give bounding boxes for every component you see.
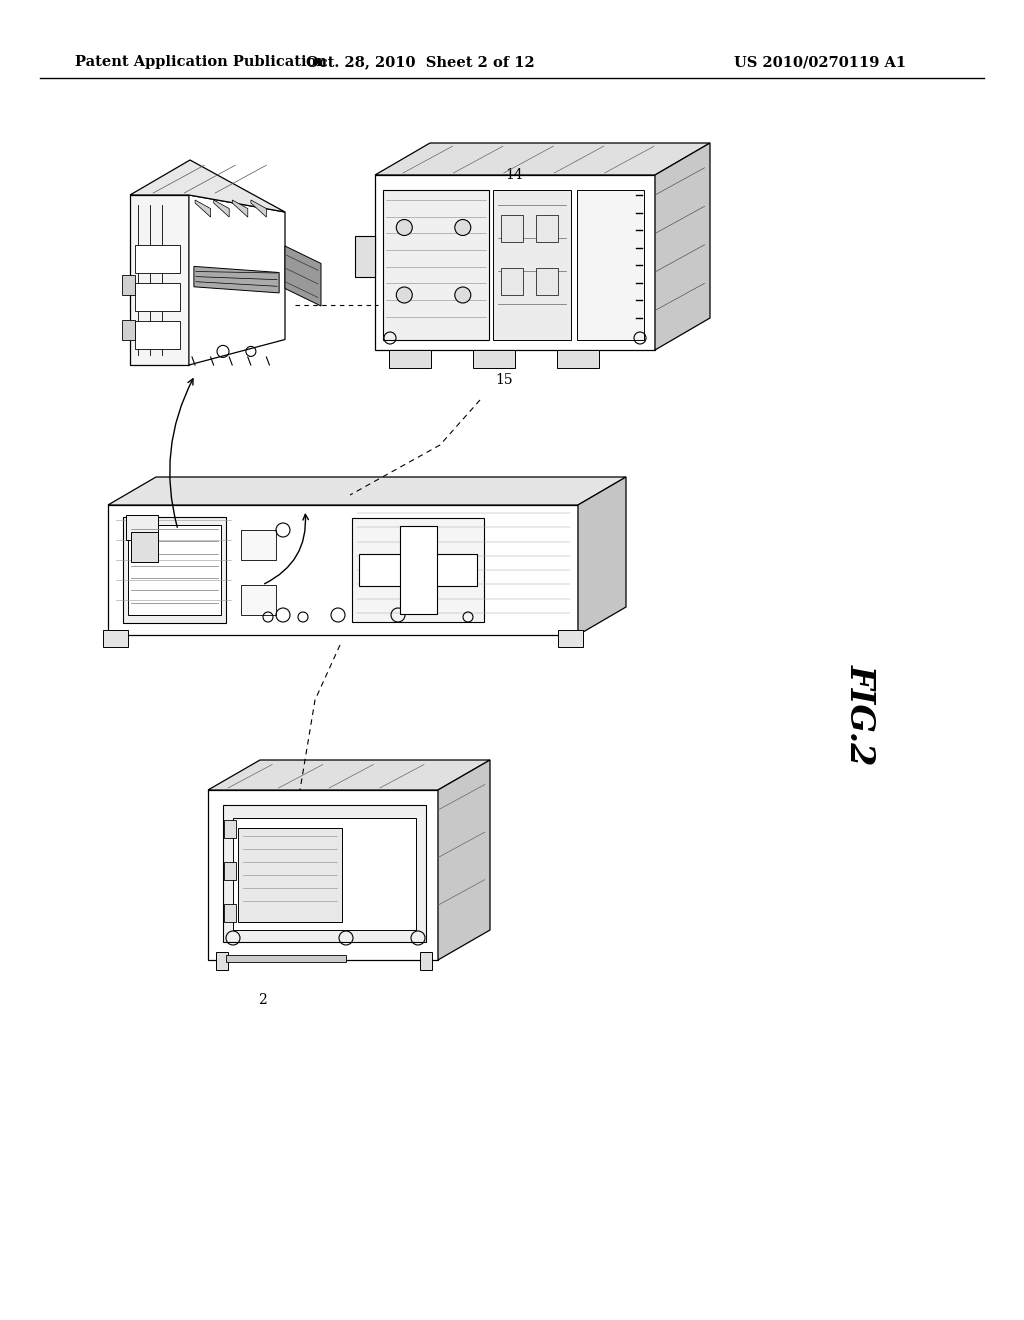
Polygon shape (558, 630, 583, 647)
Polygon shape (375, 176, 655, 350)
Text: 1: 1 (245, 593, 254, 607)
Polygon shape (536, 268, 558, 294)
Polygon shape (233, 818, 416, 931)
Polygon shape (359, 554, 477, 586)
Polygon shape (208, 789, 438, 960)
Polygon shape (238, 828, 341, 921)
Polygon shape (420, 952, 432, 970)
Text: 14: 14 (505, 168, 522, 182)
Polygon shape (226, 954, 346, 962)
Circle shape (396, 286, 413, 304)
Polygon shape (108, 506, 578, 635)
Polygon shape (655, 143, 710, 350)
Polygon shape (224, 820, 236, 838)
Polygon shape (128, 525, 221, 615)
Polygon shape (536, 215, 558, 242)
Polygon shape (355, 236, 375, 276)
Polygon shape (578, 477, 626, 635)
Polygon shape (135, 321, 179, 348)
Polygon shape (122, 275, 135, 294)
Polygon shape (131, 532, 158, 562)
Polygon shape (216, 952, 228, 970)
Polygon shape (438, 760, 490, 960)
Polygon shape (375, 143, 710, 176)
Circle shape (455, 219, 471, 235)
Polygon shape (577, 190, 644, 341)
Polygon shape (501, 215, 522, 242)
Polygon shape (399, 527, 436, 614)
Circle shape (396, 219, 413, 235)
FancyArrowPatch shape (264, 515, 308, 583)
Polygon shape (285, 246, 321, 306)
Text: 112: 112 (155, 548, 181, 562)
Polygon shape (383, 190, 489, 341)
Polygon shape (122, 319, 135, 341)
Text: US 2010/0270119 A1: US 2010/0270119 A1 (734, 55, 906, 69)
Text: 15: 15 (495, 374, 513, 387)
Polygon shape (123, 517, 226, 623)
Polygon shape (493, 190, 571, 341)
Circle shape (455, 286, 471, 304)
Polygon shape (242, 531, 276, 560)
Polygon shape (208, 760, 490, 789)
Polygon shape (352, 517, 484, 622)
Polygon shape (242, 585, 276, 615)
Polygon shape (232, 201, 248, 216)
Polygon shape (389, 350, 431, 368)
Text: FIG.2: FIG.2 (844, 664, 877, 766)
FancyArrowPatch shape (170, 379, 193, 527)
Text: Oct. 28, 2010  Sheet 2 of 12: Oct. 28, 2010 Sheet 2 of 12 (305, 55, 535, 69)
Polygon shape (130, 195, 188, 366)
Polygon shape (251, 201, 266, 216)
Polygon shape (130, 160, 285, 213)
Polygon shape (108, 477, 626, 506)
Polygon shape (473, 350, 515, 368)
Text: 2: 2 (258, 993, 266, 1007)
Text: Patent Application Publication: Patent Application Publication (75, 55, 327, 69)
Polygon shape (196, 201, 211, 216)
Polygon shape (224, 904, 236, 921)
Polygon shape (188, 195, 285, 366)
Polygon shape (557, 350, 599, 368)
Polygon shape (103, 630, 128, 647)
Polygon shape (214, 201, 229, 216)
Polygon shape (126, 515, 158, 540)
Polygon shape (224, 862, 236, 880)
Polygon shape (501, 268, 522, 294)
Polygon shape (135, 282, 179, 312)
Polygon shape (135, 246, 179, 273)
Polygon shape (194, 267, 280, 293)
Polygon shape (223, 805, 426, 942)
